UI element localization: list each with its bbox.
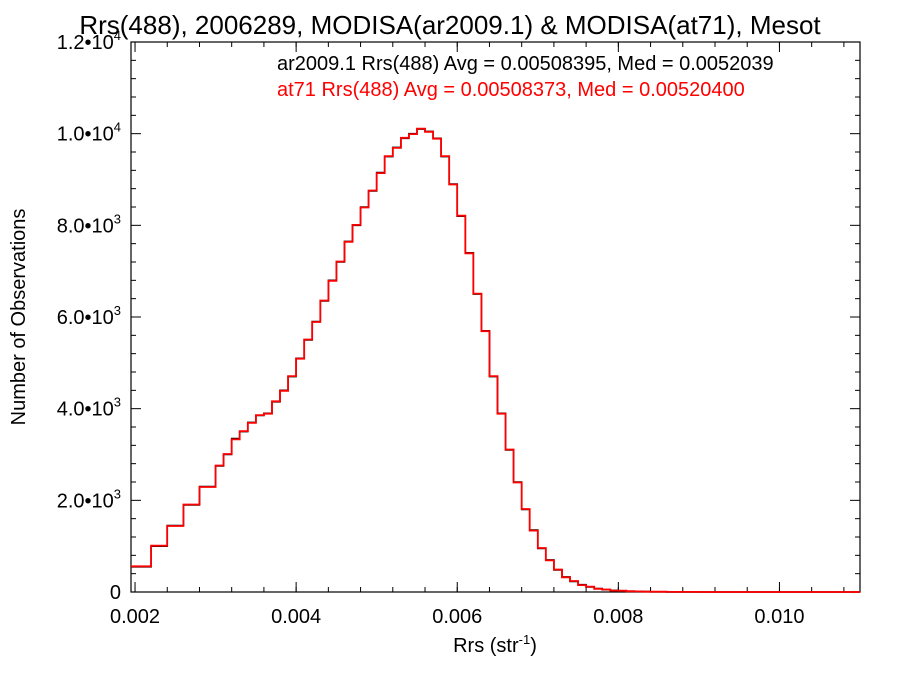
x-tick-label: 0.006 bbox=[432, 606, 482, 628]
y-tick-label: 0 bbox=[110, 582, 121, 604]
series-ar2009-line bbox=[131, 128, 860, 593]
series-group bbox=[131, 127, 860, 593]
annotation-ar2009: ar2009.1 Rrs(488) Avg = 0.00508395, Med … bbox=[277, 53, 774, 75]
x-tick-label: 0.002 bbox=[110, 606, 160, 628]
x-axis: 0.002 0.004 0.006 0.008 0.010 bbox=[110, 42, 845, 628]
y-axis: 0 2.0•103 4.0•103 6.0•103 8.0•103 1.0•104 1.2•… bbox=[57, 28, 860, 604]
series-at71-line bbox=[131, 127, 860, 593]
y-tick-label: 2.0•103 bbox=[57, 486, 121, 512]
chart-title: Rrs(488), 2006289, MODISA(ar2009.1) & MO… bbox=[79, 10, 821, 40]
x-tick-label: 0.010 bbox=[754, 606, 804, 628]
annotation-at71: at71 Rrs(488) Avg = 0.00508373, Med = 0.… bbox=[277, 79, 745, 101]
x-tick-label: 0.008 bbox=[593, 606, 643, 628]
x-tick-label: 0.004 bbox=[271, 606, 321, 628]
y-tick-label: 8.0•103 bbox=[57, 211, 121, 237]
y-axis-label: Number of Observations bbox=[8, 209, 30, 426]
y-tick-label: 6.0•103 bbox=[57, 303, 121, 329]
y-tick-label: 1.0•104 bbox=[57, 120, 121, 146]
y-tick-label: 4.0•103 bbox=[57, 395, 121, 421]
plot-frame bbox=[130, 41, 861, 593]
y-tick-label: 1.2•104 bbox=[57, 28, 121, 54]
x-axis-label: Rrs (str-1) bbox=[453, 632, 537, 657]
